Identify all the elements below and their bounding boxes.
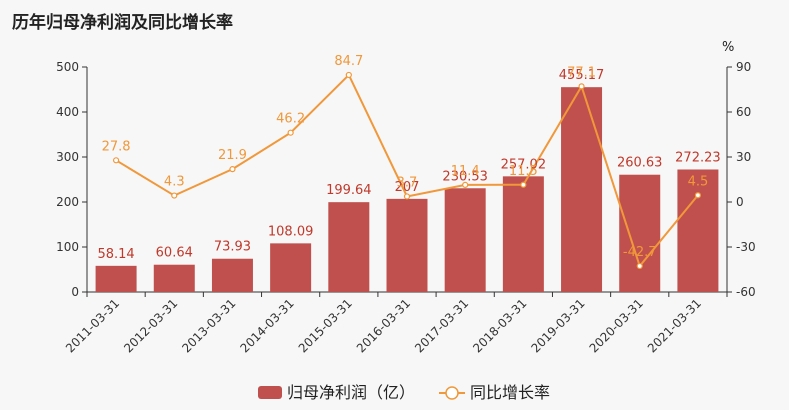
x-tick-label: 2011-03-31: [63, 296, 122, 355]
growth-value-label: 84.7: [334, 54, 363, 69]
bar-value-label: 207: [395, 180, 420, 195]
bar: [502, 176, 544, 292]
legend-line-marker: [445, 386, 459, 400]
growth-point: [287, 129, 294, 136]
growth-value-label: 11.5: [509, 164, 538, 179]
bar-value-label: 230.53: [442, 169, 488, 184]
growth-value-label: 21.9: [218, 148, 247, 163]
bar-value-label: 257.02: [501, 157, 547, 172]
right-tick-label: -30: [736, 240, 756, 254]
legend-bar-swatch: [258, 386, 282, 399]
x-tick-label: 2020-03-31: [587, 296, 646, 355]
growth-point: [636, 262, 643, 270]
bar-value-label: 199.64: [326, 183, 372, 198]
growth-point: [345, 71, 352, 79]
x-tick-label: 2015-03-31: [296, 296, 355, 355]
bar: [619, 174, 661, 292]
bar-value-label: 455.17: [559, 68, 605, 83]
growth-value-label: 77.1: [567, 65, 596, 80]
growth-value-label: -42.7: [623, 245, 657, 260]
x-tick-label: 2017-03-31: [412, 296, 471, 355]
left-tick-label: 500: [56, 60, 79, 74]
bar: [95, 265, 137, 292]
x-tick-label: 2012-03-31: [121, 296, 180, 355]
growth-line: [112, 71, 702, 270]
growth-point: [171, 192, 178, 199]
right-axis-unit: %: [722, 40, 734, 55]
legend-line-label: 同比增长率: [470, 383, 550, 402]
x-tick-label: 2019-03-31: [528, 296, 587, 355]
bar: [328, 202, 370, 292]
x-tick-label: 2013-03-31: [179, 296, 238, 355]
left-tick-label: 300: [56, 150, 79, 164]
bar-value-label: 260.63: [617, 156, 663, 171]
x-tick-label: 2014-03-31: [238, 296, 297, 355]
bars: [95, 87, 719, 293]
growth-value-label: 27.8: [102, 139, 131, 154]
left-tick-label: 0: [71, 285, 79, 299]
x-tick-label: 2016-03-31: [354, 296, 413, 355]
growth-value-label: 3.7: [397, 175, 418, 190]
legend[interactable]: 归母净利润（亿） 同比增长率: [258, 383, 550, 402]
right-tick-label: 0: [736, 195, 744, 209]
right-tick-label: -60: [736, 285, 756, 299]
bar-value-label: 58.14: [97, 247, 134, 262]
bar: [211, 258, 253, 292]
bar: [270, 243, 312, 292]
growth-point: [462, 181, 469, 188]
legend-bar-label: 归母净利润（亿）: [287, 383, 415, 402]
growth-value-label: 46.2: [276, 112, 305, 127]
x-tick-label: 2018-03-31: [470, 296, 529, 355]
right-tick-label: 60: [736, 105, 751, 119]
left-tick-label: 400: [56, 105, 79, 119]
growth-value-label: 11.4: [451, 164, 480, 179]
bar-value-label: 60.64: [156, 246, 193, 261]
growth-point: [578, 83, 585, 90]
bar-value-label: 108.09: [268, 224, 314, 239]
left-tick-label: 200: [56, 195, 79, 209]
bar: [561, 87, 603, 293]
bar-value-label: 73.93: [214, 240, 251, 255]
x-tick-label: 2021-03-31: [645, 296, 704, 355]
bar-value-label: 272.23: [675, 150, 721, 165]
right-tick-label: 90: [736, 60, 751, 74]
bar: [386, 198, 428, 292]
data-labels: 58.14 60.64 73.93 108.09 199.64 207 230.53 257.…: [97, 54, 720, 262]
growth-point: [112, 157, 120, 164]
growth-point: [403, 193, 411, 200]
growth-point: [694, 192, 702, 199]
left-tick-label: 100: [56, 240, 79, 254]
right-tick-label: 30: [736, 150, 751, 164]
growth-point: [520, 181, 527, 188]
growth-value-label: 4.5: [688, 174, 709, 189]
chart-title: 历年归母净利润及同比增长率: [12, 12, 233, 33]
growth-value-label: 4.3: [164, 175, 185, 190]
growth-point: [229, 166, 236, 173]
bar: [677, 169, 719, 292]
bar: [444, 188, 486, 292]
bar: [153, 264, 195, 292]
